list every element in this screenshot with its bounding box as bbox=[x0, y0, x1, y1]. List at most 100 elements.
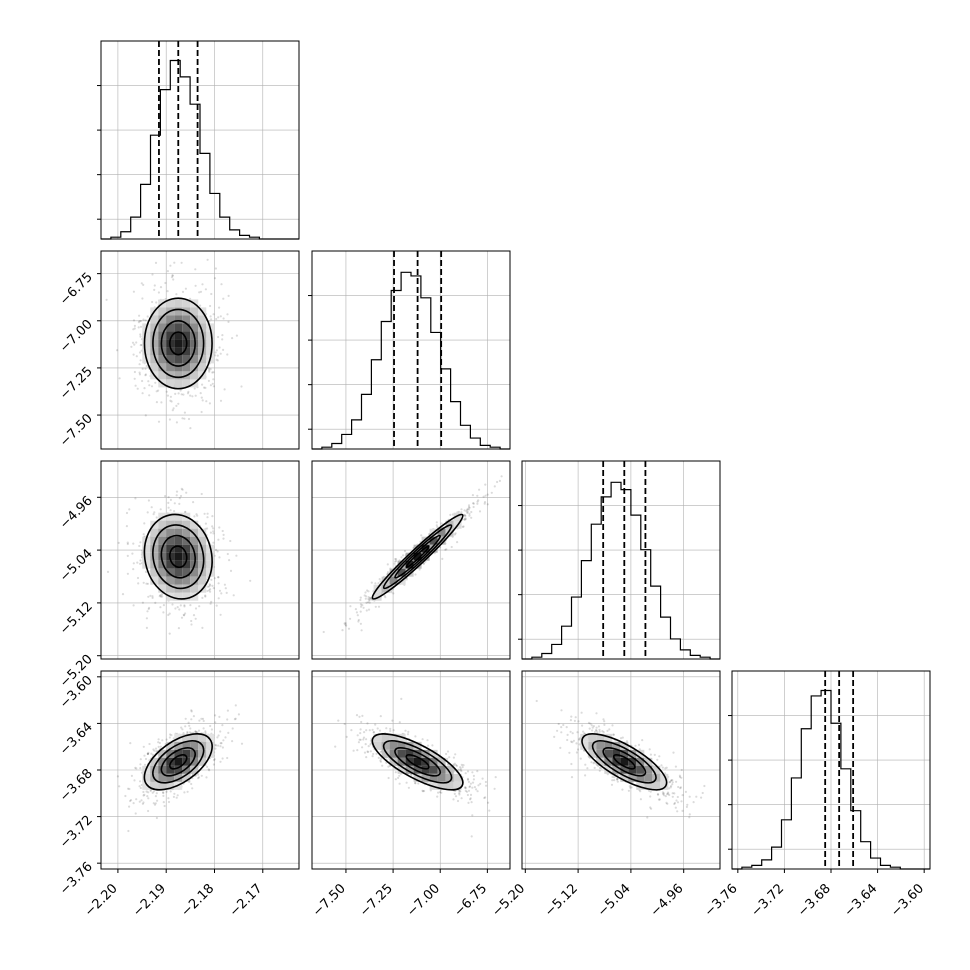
sample-point bbox=[147, 751, 150, 754]
sample-point bbox=[611, 775, 614, 779]
density-cell bbox=[628, 773, 637, 782]
sample-point bbox=[421, 738, 424, 741]
density-cell bbox=[389, 749, 398, 758]
sample-point bbox=[616, 777, 619, 780]
sample-point bbox=[449, 513, 452, 517]
sample-point bbox=[387, 776, 390, 780]
sample-point bbox=[133, 327, 136, 330]
density-cell bbox=[612, 765, 621, 774]
sample-point bbox=[657, 798, 661, 801]
sample-point bbox=[152, 790, 155, 793]
sample-point bbox=[185, 491, 188, 494]
density-cell bbox=[198, 757, 207, 766]
density-cell bbox=[636, 765, 645, 774]
sample-point bbox=[461, 525, 464, 529]
sample-point bbox=[589, 722, 592, 725]
sample-point bbox=[168, 736, 171, 739]
sample-point bbox=[350, 729, 353, 732]
sample-point bbox=[669, 785, 673, 788]
sample-point bbox=[235, 334, 238, 337]
sample-point bbox=[582, 730, 585, 733]
sample-point bbox=[630, 786, 633, 789]
sample-point bbox=[223, 583, 226, 586]
sample-point bbox=[681, 809, 684, 813]
sample-point bbox=[208, 585, 211, 588]
contour-level-1 bbox=[160, 534, 196, 579]
sample-point bbox=[146, 511, 149, 514]
density-cell bbox=[405, 560, 414, 569]
density-cell bbox=[389, 741, 398, 750]
sample-point bbox=[405, 578, 408, 581]
points-group bbox=[535, 699, 706, 819]
sample-point bbox=[450, 545, 453, 549]
sample-point bbox=[190, 782, 193, 786]
sample-point bbox=[197, 729, 201, 732]
density-cell bbox=[182, 528, 191, 537]
density-cell bbox=[636, 781, 645, 790]
sample-point bbox=[142, 801, 145, 804]
sample-point bbox=[360, 605, 363, 608]
sample-point bbox=[678, 775, 682, 779]
sample-point bbox=[584, 763, 587, 766]
sample-point bbox=[484, 780, 487, 784]
sample-point bbox=[471, 781, 475, 784]
sample-point bbox=[163, 804, 166, 808]
sample-point bbox=[397, 776, 400, 780]
sample-point bbox=[214, 714, 217, 717]
sample-point bbox=[679, 786, 683, 789]
sample-point bbox=[369, 739, 372, 742]
sample-point bbox=[193, 515, 196, 518]
sample-point bbox=[671, 779, 674, 782]
sample-point bbox=[118, 377, 121, 380]
sample-point bbox=[493, 787, 496, 790]
sample-point bbox=[229, 539, 232, 543]
sample-point bbox=[565, 726, 568, 729]
sample-point bbox=[354, 608, 357, 611]
sample-point bbox=[576, 731, 579, 734]
density-cell bbox=[588, 733, 597, 742]
sample-point bbox=[467, 506, 471, 509]
sample-point bbox=[209, 588, 212, 591]
sample-point bbox=[138, 373, 141, 376]
sample-point bbox=[483, 501, 487, 504]
density-cell bbox=[604, 733, 613, 742]
sample-point bbox=[219, 745, 222, 748]
density-cell bbox=[174, 544, 183, 553]
scatter-panel-2-0 bbox=[100, 460, 300, 660]
sample-point bbox=[204, 386, 207, 389]
sample-point bbox=[463, 509, 466, 512]
sample-point bbox=[208, 583, 211, 586]
sample-point bbox=[466, 508, 469, 512]
density-cell bbox=[580, 733, 589, 742]
sample-point bbox=[452, 756, 455, 759]
sample-point bbox=[381, 764, 384, 767]
sample-point bbox=[361, 604, 364, 607]
sample-point bbox=[360, 629, 363, 632]
density-cell bbox=[150, 765, 159, 774]
sample-point bbox=[611, 724, 614, 727]
sample-point bbox=[367, 596, 370, 599]
density-cell bbox=[182, 773, 191, 782]
sample-point bbox=[598, 769, 601, 772]
sample-point bbox=[669, 779, 673, 782]
sample-point bbox=[206, 589, 209, 593]
sample-point bbox=[601, 730, 604, 733]
sample-point bbox=[105, 298, 108, 301]
sample-point bbox=[148, 394, 151, 397]
sample-point bbox=[560, 709, 563, 712]
points-group bbox=[334, 697, 497, 838]
sample-point bbox=[129, 742, 132, 745]
sample-point bbox=[490, 491, 493, 494]
x-tick-label: −3.76 bbox=[702, 881, 741, 920]
sample-point bbox=[194, 730, 197, 733]
density-cell bbox=[182, 584, 191, 593]
density-cell bbox=[142, 339, 151, 348]
sample-point bbox=[667, 787, 671, 790]
sample-point bbox=[217, 335, 220, 339]
sample-point bbox=[177, 627, 180, 630]
density-cell bbox=[174, 741, 183, 750]
sample-point bbox=[171, 274, 174, 277]
sample-point bbox=[140, 349, 143, 352]
sample-point bbox=[227, 731, 230, 735]
sample-point bbox=[167, 800, 171, 804]
